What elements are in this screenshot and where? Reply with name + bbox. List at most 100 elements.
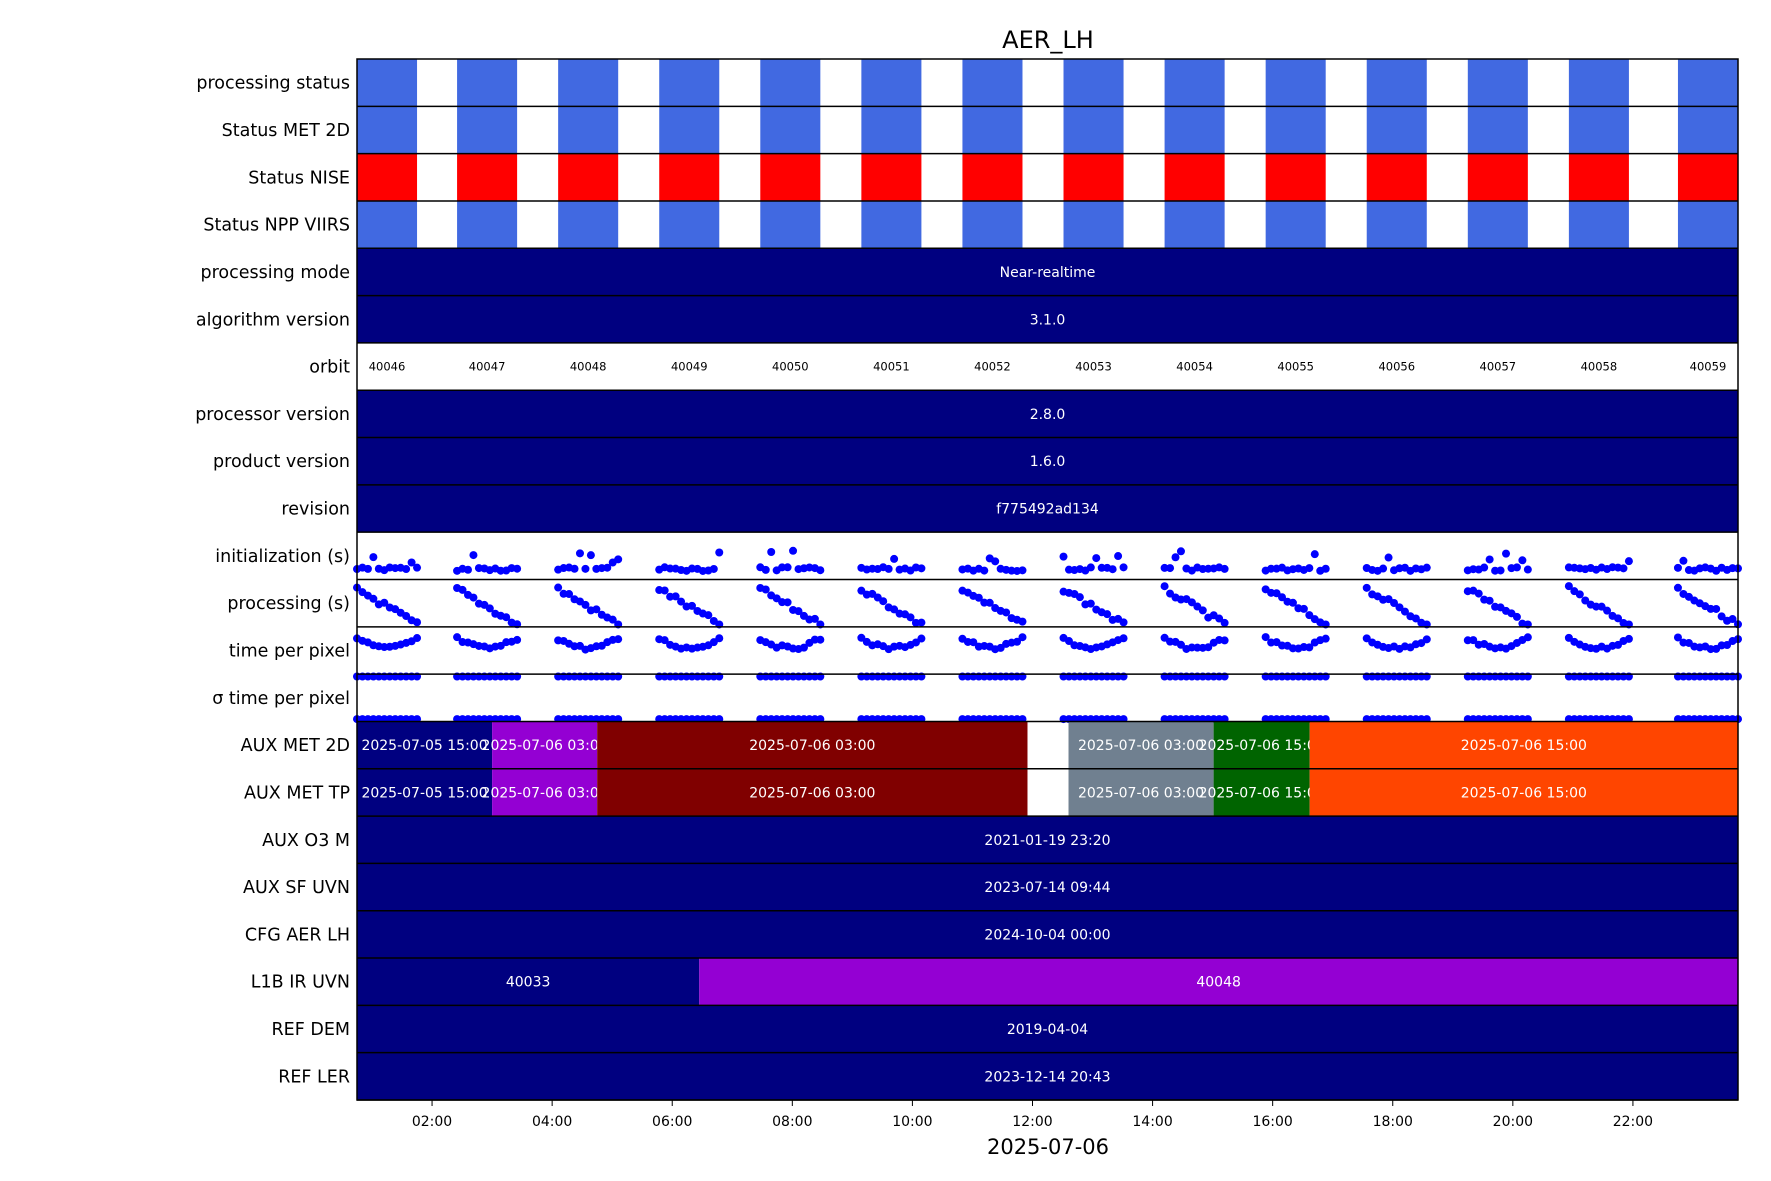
status-bar xyxy=(760,106,821,154)
data-point xyxy=(660,636,669,645)
rows-layer: Near-realtime 3.1.0 40046 40047 40048 40049 40… xyxy=(353,59,1742,1100)
data-point xyxy=(1422,563,1431,572)
data-point xyxy=(1673,563,1682,572)
segment-label: 2.8.0 xyxy=(1030,407,1066,423)
data-point xyxy=(1176,547,1185,556)
segment-bar xyxy=(597,768,1028,817)
status-bar xyxy=(1568,59,1629,107)
row-label-l1b-ir-uvn: L1B IR UVN xyxy=(251,973,350,993)
data-point xyxy=(715,634,724,643)
data-point xyxy=(1310,550,1319,559)
data-point xyxy=(1480,563,1489,572)
data-point xyxy=(1215,614,1224,623)
status-bar xyxy=(1366,153,1427,201)
data-point xyxy=(1717,612,1726,621)
data-point xyxy=(1305,564,1314,573)
data-point xyxy=(1187,598,1196,607)
data-point xyxy=(1564,582,1573,591)
data-point xyxy=(917,564,926,573)
status-bar xyxy=(1164,153,1225,201)
segment-bar xyxy=(597,721,1028,769)
status-bar xyxy=(861,200,922,249)
segment-bar xyxy=(357,437,1738,485)
row-label-aux-o3-m: AUX O3 M xyxy=(262,831,350,851)
status-bar xyxy=(558,59,619,107)
row-label-orbit: orbit xyxy=(309,358,350,378)
segment-bar xyxy=(1213,768,1310,817)
segment-label: 3.1.0 xyxy=(1030,312,1066,328)
data-point xyxy=(906,613,915,622)
data-point xyxy=(980,566,989,575)
row-label-ref-ler: REF LER xyxy=(278,1067,350,1087)
status-bar xyxy=(558,106,619,154)
row-label-status-npp-viirs: Status NPP VIIRS xyxy=(203,216,350,236)
row-label-time-per-pixel: σ time per pixel xyxy=(212,689,350,709)
data-point xyxy=(1220,618,1229,627)
row-label-processing-s: processing (s) xyxy=(227,594,350,614)
data-point xyxy=(614,555,623,564)
status-bar xyxy=(1568,200,1629,249)
plot-frame xyxy=(356,58,1739,1101)
data-point xyxy=(380,598,389,607)
data-point xyxy=(783,598,792,607)
orbit-label: 40046 xyxy=(369,360,406,374)
segment-label: 2025-07-06 03:00 xyxy=(1078,738,1204,754)
segment-bar xyxy=(357,958,700,1006)
data-point xyxy=(677,597,686,606)
segment-label: 2021-01-19 23:20 xyxy=(984,833,1110,849)
segment-label: Near-realtime xyxy=(1000,265,1096,281)
data-point xyxy=(1171,553,1180,562)
segment-bar xyxy=(357,295,1738,343)
status-bar xyxy=(760,200,821,249)
data-point xyxy=(1204,643,1213,652)
data-point xyxy=(1390,598,1399,607)
data-point xyxy=(1086,599,1095,608)
status-bar xyxy=(1467,153,1528,201)
data-point xyxy=(1679,556,1688,565)
row-label-cfg-aer-lh: CFG AER LH xyxy=(245,925,350,945)
segment-bar xyxy=(699,958,1738,1006)
data-point xyxy=(1673,583,1682,592)
data-point xyxy=(603,563,612,572)
data-point xyxy=(1624,634,1633,643)
segment-bar xyxy=(357,863,1738,911)
status-bar xyxy=(558,153,619,201)
data-point xyxy=(1108,565,1117,574)
data-point xyxy=(1362,583,1371,592)
data-point xyxy=(1176,640,1185,649)
orbit-label: 40055 xyxy=(1277,360,1314,374)
data-point xyxy=(469,551,478,560)
status-bar xyxy=(1265,106,1326,154)
data-point xyxy=(1086,563,1095,572)
status-bar xyxy=(457,106,518,154)
status-bar xyxy=(1164,200,1225,249)
data-point xyxy=(969,638,978,647)
data-point xyxy=(1400,607,1409,616)
data-point xyxy=(810,614,819,623)
status-bar xyxy=(1063,59,1124,107)
chart-title: AER_LH xyxy=(1002,26,1094,54)
segment-label: 40048 xyxy=(1196,975,1241,991)
data-point xyxy=(1220,636,1229,645)
segment-bar xyxy=(492,768,598,817)
data-point xyxy=(761,585,770,594)
segment-bar xyxy=(357,768,493,817)
segment-bar xyxy=(492,721,598,769)
data-point xyxy=(890,554,899,563)
status-bar xyxy=(760,59,821,107)
status-bar xyxy=(1677,153,1738,201)
data-point xyxy=(816,566,825,575)
data-point xyxy=(1581,596,1590,605)
data-point xyxy=(1469,636,1478,645)
status-bar xyxy=(962,106,1023,154)
orbit-label: 40054 xyxy=(1176,360,1213,374)
x-tick-label: 16:00 xyxy=(1252,1114,1292,1130)
data-point xyxy=(1114,552,1123,561)
data-point xyxy=(1119,618,1128,627)
segment-label: 2023-12-14 20:43 xyxy=(984,1069,1110,1085)
x-tick-label: 14:00 xyxy=(1132,1114,1172,1130)
orbit-label: 40056 xyxy=(1378,360,1415,374)
data-point xyxy=(1166,564,1175,573)
segment-bar xyxy=(357,816,1738,864)
segment-label: 2025-07-06 15:00 xyxy=(1461,738,1587,754)
